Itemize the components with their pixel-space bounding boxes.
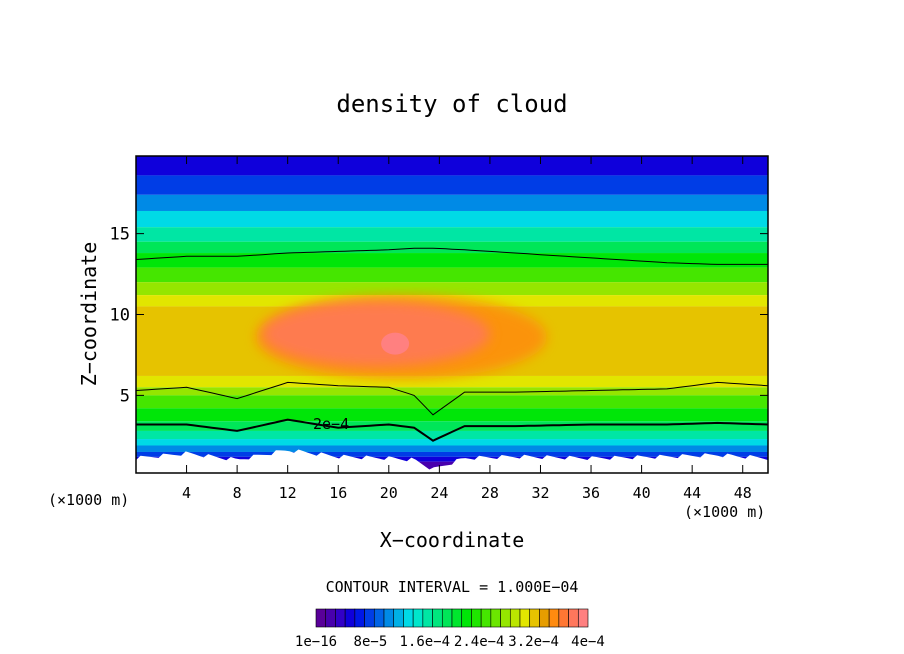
x-tick-label: 36: [582, 484, 600, 502]
y-tick-label: 5: [120, 386, 130, 406]
colorbar-label: 2.4e−4: [454, 634, 505, 650]
x-tick-label: 48: [734, 484, 752, 502]
colorbar-swatch: [364, 608, 375, 628]
colorbar-swatch: [471, 608, 482, 628]
colorbar-swatch: [548, 608, 560, 628]
density-band: [136, 395, 768, 409]
colorbar-swatch: [335, 608, 346, 628]
x-tick-label: 40: [633, 484, 651, 502]
colorbar-swatch: [480, 608, 492, 628]
colorbar-label: 3.2e−4: [508, 634, 559, 650]
density-band: [136, 439, 768, 446]
colorbar-label: 1e−16: [295, 634, 337, 650]
colorbar-label: 1.6e−4: [400, 634, 451, 650]
colorbar-swatch: [344, 608, 356, 628]
x-unit-left: (×1000 m): [48, 491, 129, 509]
colorbar-labels: 1e−16 8e−5 1.6e−4 2.4e−4 3.2e−4 4e−4: [295, 634, 605, 650]
density-band: [136, 408, 768, 422]
colorbar-swatch: [383, 608, 395, 628]
colorbar-swatch: [354, 608, 365, 628]
density-field: [136, 156, 768, 473]
x-tick-label: 12: [279, 484, 297, 502]
contour-upper: [136, 247, 768, 265]
x-axis-label: X−coordinate: [380, 528, 525, 552]
colorbar-swatch: [373, 608, 385, 628]
colorbar-swatch: [568, 608, 579, 628]
density-band: [136, 421, 768, 431]
colorbar-swatch: [441, 608, 453, 628]
colorbar-swatch: [558, 608, 569, 628]
colorbar-swatch: [412, 608, 424, 628]
density-band: [136, 156, 768, 176]
colorbar-swatch: [539, 608, 550, 628]
contour-label: 2e−4: [313, 415, 349, 433]
colorbar-swatch: [519, 608, 531, 628]
colorbar-swatch: [315, 608, 327, 628]
density-band: [136, 227, 768, 242]
below-cloud-mask: [136, 449, 768, 473]
chart-title: density of cloud: [336, 90, 567, 118]
x-tick-label: 4: [182, 484, 191, 502]
y-tick-label: 10: [110, 306, 130, 326]
colorbar-label: 8e−5: [354, 634, 388, 650]
x-tick-label: 32: [531, 484, 549, 502]
x-tick-label: 44: [683, 484, 701, 502]
density-band: [136, 445, 768, 452]
x-unit-right: (×1000 m): [684, 503, 765, 521]
contour-lines: [136, 247, 768, 442]
x-tick-label: 24: [430, 484, 448, 502]
density-band: [136, 451, 768, 457]
colorbar-swatch: [451, 608, 463, 628]
x-tick-label: 20: [380, 484, 398, 502]
density-band: [136, 175, 768, 195]
colorbar-swatch: [577, 608, 589, 628]
x-tick-label: 8: [233, 484, 242, 502]
x-axis-ticks: 4 8 12 16 20 24 28 32 36 40 44 48: [182, 156, 752, 502]
y-axis-label: Z−coordinate: [77, 242, 101, 387]
density-maximum: [381, 332, 410, 355]
density-band: [136, 375, 768, 388]
colorbar-swatch: [461, 608, 472, 628]
density-band: [136, 210, 768, 228]
y-axis-ticks: 5 10 15: [110, 225, 768, 406]
colorbar-label: 4e−4: [571, 634, 605, 650]
contour-2e-4: [136, 418, 768, 442]
x-tick-label: 16: [329, 484, 347, 502]
colorbar-swatch: [422, 608, 433, 628]
density-band: [136, 282, 768, 296]
y-tick-label: 15: [110, 225, 130, 245]
colorbar-swatch: [500, 608, 511, 628]
colorbar-swatch: [325, 608, 336, 628]
colorbar-swatch: [529, 608, 540, 628]
density-band: [136, 253, 768, 268]
contour-interval-note: CONTOUR INTERVAL = 1.000E−04: [326, 578, 579, 596]
density-core-inner: [262, 301, 490, 367]
density-band: [136, 194, 768, 211]
x-tick-label: 28: [481, 484, 499, 502]
density-band: [136, 387, 768, 396]
density-band: [136, 456, 768, 462]
colorbar-swatch: [490, 608, 501, 628]
colorbar-swatch: [403, 608, 414, 628]
colorbar-swatch: [432, 608, 443, 628]
density-band: [136, 430, 768, 440]
density-band: [136, 241, 768, 254]
density-band: [136, 267, 768, 283]
colorbar-swatch: [393, 608, 404, 628]
colorbar: [315, 608, 589, 628]
contour-lower: [136, 381, 768, 416]
colorbar-swatch: [509, 608, 521, 628]
